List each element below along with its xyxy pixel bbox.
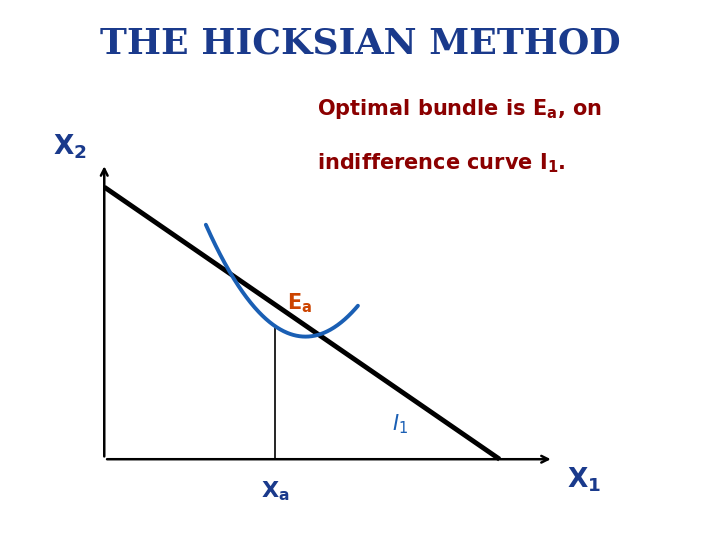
Text: THE HICKSIAN METHOD: THE HICKSIAN METHOD <box>99 27 621 61</box>
Text: $\mathbf{E_a}$: $\mathbf{E_a}$ <box>287 291 312 315</box>
Text: Optimal bundle is $\mathbf{E_a}$, on: Optimal bundle is $\mathbf{E_a}$, on <box>317 97 602 121</box>
Text: $\mathit{I}_1$: $\mathit{I}_1$ <box>392 412 408 436</box>
Text: $\mathbf{X_2}$: $\mathbf{X_2}$ <box>53 133 86 161</box>
Text: $\mathbf{X_1}$: $\mathbf{X_1}$ <box>567 465 601 494</box>
Text: $\mathbf{X_a}$: $\mathbf{X_a}$ <box>261 480 289 503</box>
Text: indifference curve $\mathbf{I_1}$.: indifference curve $\mathbf{I_1}$. <box>317 151 565 175</box>
